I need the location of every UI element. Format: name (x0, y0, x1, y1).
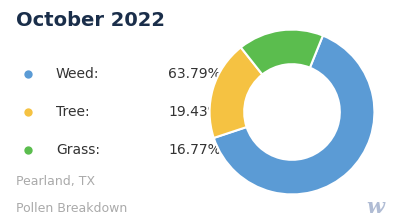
Text: 19.43%: 19.43% (168, 105, 221, 119)
Text: Weed:: Weed: (56, 67, 100, 81)
Text: Grass:: Grass: (56, 143, 100, 157)
Text: w: w (366, 197, 384, 217)
Wedge shape (241, 30, 323, 75)
Text: Tree:: Tree: (56, 105, 90, 119)
Wedge shape (214, 36, 374, 194)
Text: Pearland, TX: Pearland, TX (16, 175, 95, 188)
Text: 16.77%: 16.77% (168, 143, 221, 157)
Text: 63.79%: 63.79% (168, 67, 221, 81)
Text: Pollen Breakdown: Pollen Breakdown (16, 202, 127, 215)
Text: October 2022: October 2022 (16, 11, 165, 30)
Wedge shape (210, 47, 262, 138)
